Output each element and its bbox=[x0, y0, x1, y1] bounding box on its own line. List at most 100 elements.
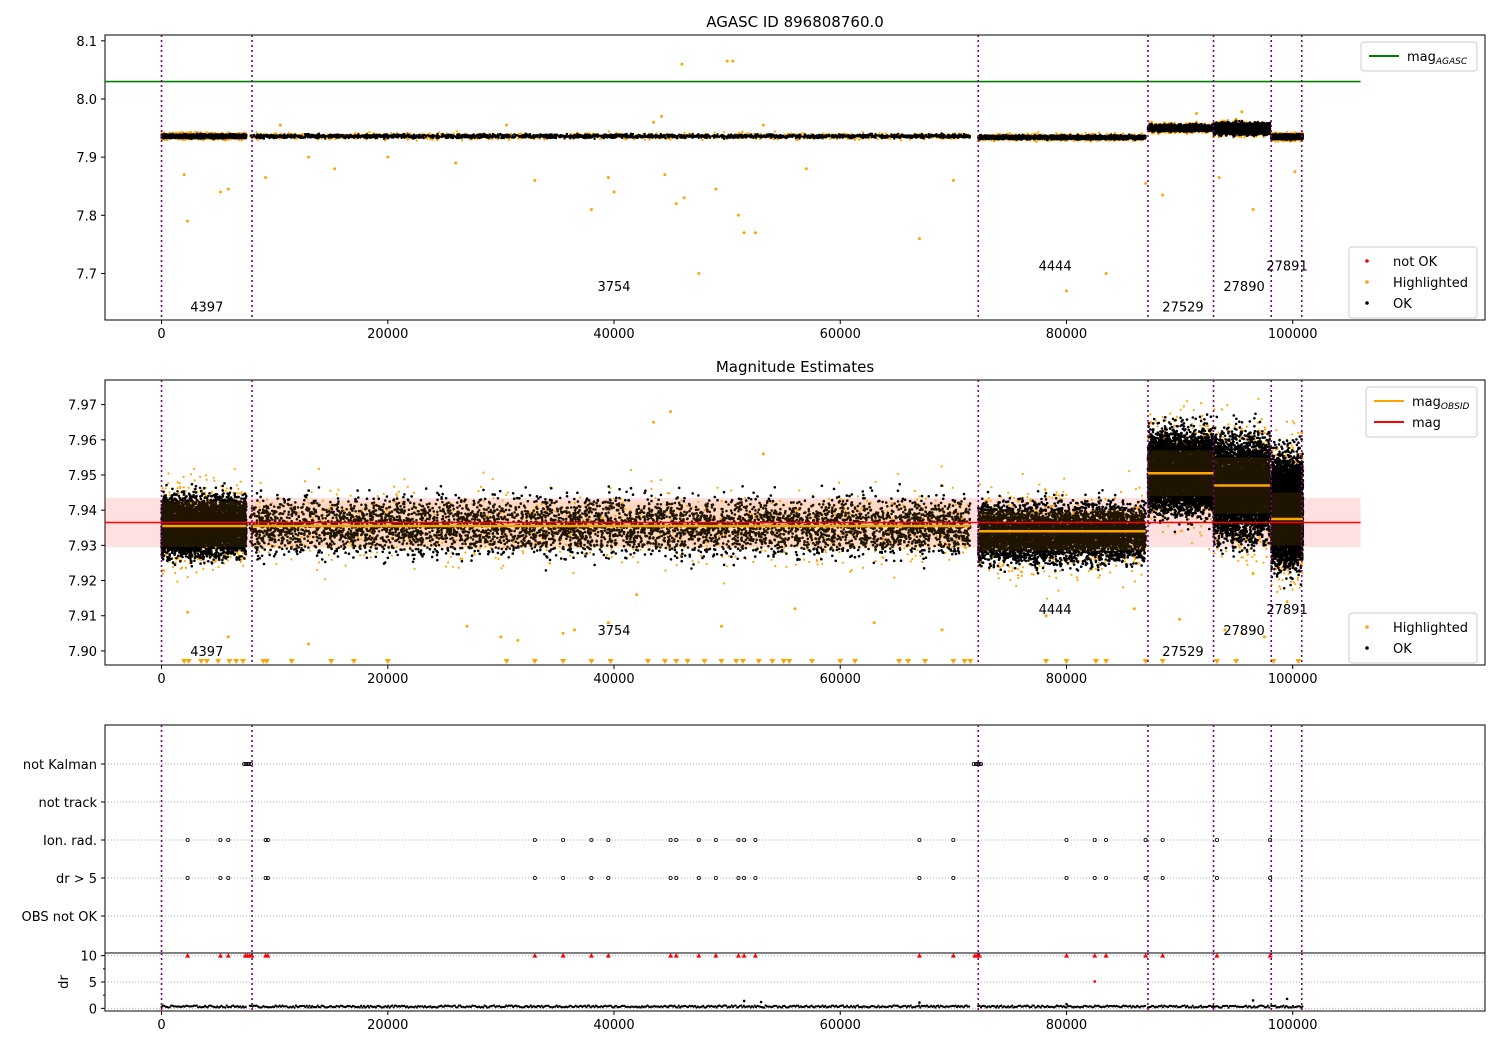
highlighted-point bbox=[1132, 607, 1136, 611]
obsid-label: 27890 bbox=[1223, 624, 1264, 639]
below-range-marker bbox=[503, 659, 510, 664]
y-tick-label: 5 bbox=[89, 976, 97, 991]
dr-clipped-marker bbox=[588, 953, 594, 958]
flag-point bbox=[1104, 876, 1109, 881]
highlighted-point bbox=[753, 231, 757, 235]
below-range-marker bbox=[1233, 659, 1240, 664]
obsid-label: 4397 bbox=[190, 300, 223, 315]
highlighted-point bbox=[572, 628, 576, 632]
highlighted-point bbox=[333, 167, 337, 171]
legend-box bbox=[1360, 41, 1478, 72]
dr-clipped-marker bbox=[735, 953, 741, 958]
flag-point bbox=[696, 876, 701, 881]
highlighted-point bbox=[612, 190, 616, 194]
legend-label: Highlighted bbox=[1393, 621, 1468, 636]
highlighted-point bbox=[680, 62, 684, 66]
below-range-marker bbox=[215, 659, 222, 664]
flag-point bbox=[226, 876, 231, 881]
flag-point bbox=[263, 838, 268, 843]
flags-panel: not Kalman not track Ion. rad. dr > 5 OBS no… bbox=[22, 724, 1486, 954]
below-range-marker bbox=[560, 659, 567, 664]
y-tick-label: 7.7 bbox=[76, 267, 97, 282]
flag-point bbox=[674, 876, 679, 881]
below-range-marker bbox=[198, 659, 205, 664]
flag-point bbox=[1092, 838, 1097, 843]
flag-point bbox=[713, 876, 718, 881]
chart-title: Magnitude Estimates bbox=[716, 358, 874, 376]
below-range-marker bbox=[607, 659, 614, 664]
flag-point bbox=[742, 838, 747, 843]
dr-ok-points bbox=[248, 1004, 971, 1009]
highlighted-point bbox=[793, 607, 797, 611]
below-range-marker bbox=[1159, 659, 1166, 664]
x-tick-label: 40000 bbox=[593, 327, 634, 342]
flag-point bbox=[1064, 838, 1069, 843]
highlighted-point bbox=[226, 187, 230, 191]
below-range-marker bbox=[240, 659, 246, 664]
dr-point bbox=[742, 999, 746, 1003]
flag-point bbox=[979, 762, 984, 767]
dr-clipped-marker bbox=[217, 953, 223, 958]
highlighted-point bbox=[660, 114, 664, 118]
below-range-marker bbox=[896, 659, 903, 664]
highlighted-point bbox=[804, 167, 808, 171]
obsid-label: 4444 bbox=[1039, 603, 1072, 618]
highlighted-point bbox=[182, 173, 186, 177]
highlighted-point bbox=[1064, 289, 1068, 293]
flag-point bbox=[1214, 876, 1219, 881]
magnitude-estimates-panel: Magnitude Estimates 0 20000 40000 60000 80000… bbox=[68, 358, 1486, 687]
highlighted-point bbox=[386, 155, 390, 159]
below-range-marker bbox=[837, 659, 844, 664]
flag-point bbox=[185, 838, 190, 843]
highlighted-point bbox=[719, 624, 723, 628]
highlighted-point bbox=[1217, 176, 1221, 179]
legend-box bbox=[1365, 386, 1478, 438]
flag-point bbox=[218, 876, 223, 881]
dr-ok-points bbox=[977, 1004, 1147, 1009]
below-range-marker bbox=[1092, 659, 1099, 664]
below-range-marker bbox=[673, 659, 680, 664]
dr-clipped-marker bbox=[185, 953, 191, 958]
flag-point bbox=[753, 876, 758, 881]
dr-clipped-marker bbox=[950, 953, 956, 958]
ok-points bbox=[1270, 132, 1305, 142]
below-range-marker bbox=[350, 659, 357, 664]
below-range-marker bbox=[684, 659, 691, 664]
dr-axis-label: dr bbox=[57, 975, 72, 989]
dr-clipped-marker bbox=[1063, 953, 1069, 958]
flag-row-label: not track bbox=[38, 796, 97, 811]
y-tick-label: 7.8 bbox=[76, 209, 97, 224]
highlighted-point bbox=[917, 237, 921, 241]
highlighted-point bbox=[1240, 631, 1244, 635]
dr-point bbox=[759, 1000, 763, 1004]
legend-label: OK bbox=[1393, 297, 1412, 312]
highlighted-point bbox=[307, 155, 311, 159]
dr-clipped-marker bbox=[225, 953, 231, 958]
highlighted-point bbox=[674, 202, 678, 206]
x-tick-label: 100000 bbox=[1268, 672, 1318, 687]
y-tick-label: 8.0 bbox=[76, 93, 97, 108]
highlighted-point bbox=[652, 420, 656, 424]
ok-points bbox=[1212, 119, 1272, 138]
dr-clipped-marker bbox=[1143, 953, 1149, 958]
legend-dot-swatch bbox=[1365, 646, 1369, 650]
dr-clipped-marker bbox=[1160, 953, 1166, 958]
y-tick-label: 7.95 bbox=[68, 469, 97, 484]
legend-label: mag bbox=[1412, 416, 1441, 431]
highlighted-point bbox=[1178, 617, 1182, 621]
obsid-label: 27891 bbox=[1266, 603, 1307, 618]
flag-point bbox=[713, 838, 718, 843]
ok-points bbox=[977, 489, 1148, 575]
flag-point bbox=[561, 838, 566, 843]
highlighted-point bbox=[516, 638, 520, 642]
dr-point bbox=[1065, 1002, 1068, 1006]
legend-box bbox=[1348, 612, 1478, 664]
highlighted-point bbox=[264, 176, 268, 179]
highlighted-point bbox=[652, 120, 656, 124]
legend-dot-swatch bbox=[1365, 280, 1369, 284]
ok-points bbox=[249, 132, 972, 140]
x-tick-label: 0 bbox=[157, 672, 165, 687]
below-range-marker bbox=[384, 659, 391, 664]
below-range-marker bbox=[185, 659, 192, 664]
